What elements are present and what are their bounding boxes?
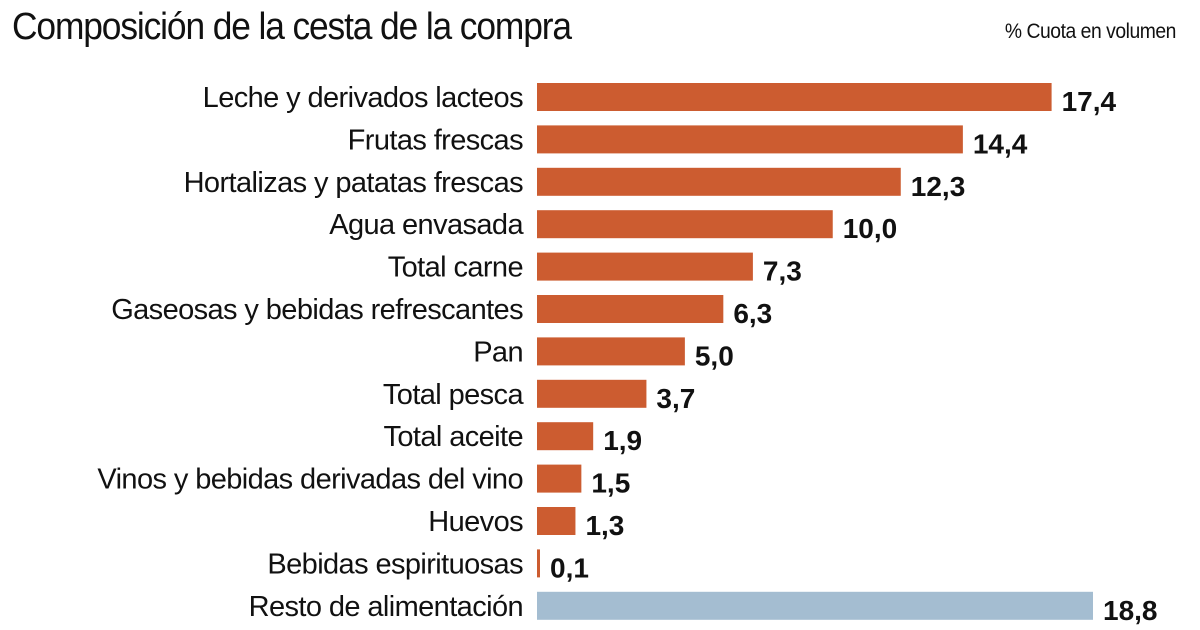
category-label: Leche y derivados lacteos xyxy=(203,82,523,114)
value-label: 3,7 xyxy=(656,383,695,414)
bar xyxy=(537,422,594,451)
bar xyxy=(537,464,582,493)
category-label: Huevos xyxy=(428,506,523,538)
category-label: Total pesca xyxy=(383,379,525,411)
value-label: 14,4 xyxy=(973,128,1028,159)
bar xyxy=(537,252,753,281)
value-label: 12,3 xyxy=(911,171,966,202)
category-label: Bebidas espirituosas xyxy=(267,548,523,580)
category-label: Pan xyxy=(473,336,523,368)
category-label: Agua envasada xyxy=(329,209,524,241)
value-label: 1,9 xyxy=(603,425,642,456)
value-label: 17,4 xyxy=(1062,86,1117,117)
bar xyxy=(537,549,540,578)
bar xyxy=(537,295,724,323)
bar xyxy=(537,379,647,408)
value-label: 10,0 xyxy=(843,213,898,244)
value-label: 5,0 xyxy=(695,340,734,371)
category-label: Frutas frescas xyxy=(348,124,523,156)
bar xyxy=(537,167,901,196)
category-label: Vinos y bebidas derivadas del vino xyxy=(97,464,523,496)
bar xyxy=(537,337,685,366)
value-label: 1,3 xyxy=(585,510,624,541)
category-label: Total carne xyxy=(388,252,523,284)
value-label: 6,3 xyxy=(733,298,772,329)
bar xyxy=(537,591,1093,620)
category-label: Resto de alimentación xyxy=(249,591,523,623)
value-label: 1,5 xyxy=(591,468,630,499)
chart-title: Composición de la cesta de la compra xyxy=(12,6,572,48)
bar xyxy=(537,125,963,154)
bar xyxy=(537,83,1052,111)
category-label: Total aceite xyxy=(384,421,524,453)
value-label: 7,3 xyxy=(763,256,802,287)
category-label: Gaseosas y bebidas refrescantes xyxy=(111,294,523,326)
value-label: 18,8 xyxy=(1103,595,1158,626)
bar xyxy=(537,210,833,239)
category-label: Hortalizas y patatas frescas xyxy=(184,167,523,199)
value-label: 0,1 xyxy=(550,552,589,583)
bar xyxy=(537,507,576,535)
unit-label: % Cuota en volumen xyxy=(1004,20,1177,43)
